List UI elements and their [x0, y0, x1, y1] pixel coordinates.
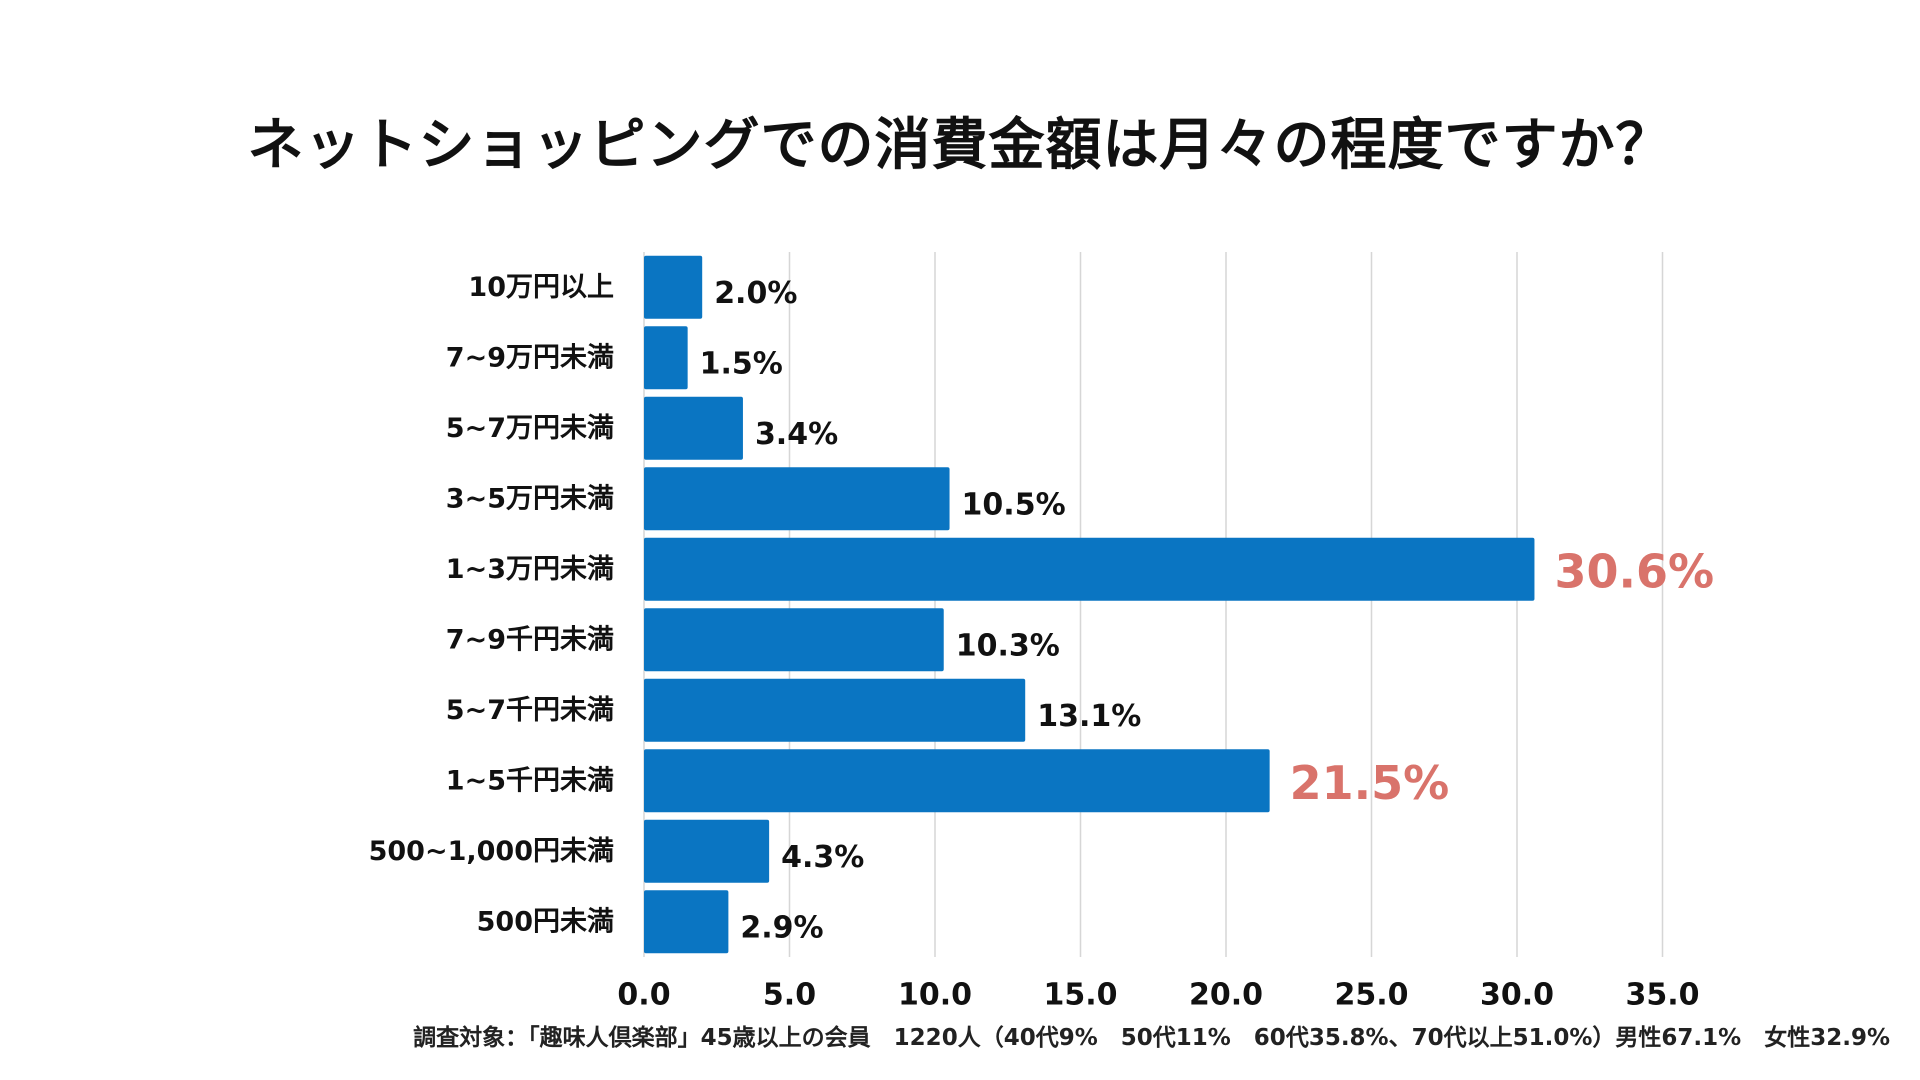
- x-tick-label: 30.0: [1480, 978, 1554, 1013]
- x-tick-label: 5.0: [763, 978, 816, 1013]
- category-label: 3~5万円未満: [446, 483, 614, 514]
- value-label: 10.3%: [956, 628, 1060, 663]
- bar: [644, 749, 1270, 813]
- value-label: 21.5%: [1290, 756, 1450, 810]
- x-tick-label: 25.0: [1334, 978, 1408, 1013]
- value-label: 2.9%: [740, 910, 823, 945]
- category-label: 1~3万円未満: [446, 554, 614, 585]
- bar: [644, 467, 950, 531]
- bar: [644, 819, 770, 883]
- value-label: 10.5%: [962, 487, 1066, 522]
- bar: [644, 255, 703, 319]
- category-label: 5~7千円未満: [446, 695, 614, 726]
- bar: [644, 890, 729, 954]
- x-tick-label: 10.0: [898, 978, 972, 1013]
- value-label: 13.1%: [1037, 699, 1141, 734]
- category-label: 7~9万円未満: [446, 342, 614, 373]
- x-tick-label: 35.0: [1625, 978, 1699, 1013]
- category-label: 500~1,000円未満: [369, 836, 614, 867]
- bar: [644, 537, 1535, 601]
- bar: [644, 608, 944, 672]
- value-label: 30.6%: [1554, 544, 1714, 598]
- category-label: 1~5千円未満: [446, 765, 614, 796]
- chart-title: ネットショッピングでの消費金額は月々の程度ですか？: [247, 113, 1673, 178]
- bar: [644, 396, 743, 460]
- bar: [644, 326, 688, 390]
- x-tick-label: 15.0: [1043, 978, 1117, 1013]
- category-label: 7~9千円未満: [446, 624, 614, 655]
- value-label: 2.0%: [714, 276, 797, 311]
- value-label: 3.4%: [755, 417, 838, 452]
- category-label: 5~7万円未満: [446, 413, 614, 444]
- value-label: 4.3%: [781, 840, 864, 875]
- x-tick-label: 20.0: [1189, 978, 1263, 1013]
- bar: [644, 678, 1026, 742]
- value-label: 1.5%: [700, 346, 783, 381]
- survey-footnote: 調査対象：「趣味人倶楽部」45歳以上の会員 1220人（40代9% 50代11%…: [413, 1025, 1890, 1051]
- x-tick-label: 0.0: [617, 978, 670, 1013]
- category-label: 10万円以上: [468, 272, 614, 303]
- category-label: 500円未満: [477, 906, 614, 937]
